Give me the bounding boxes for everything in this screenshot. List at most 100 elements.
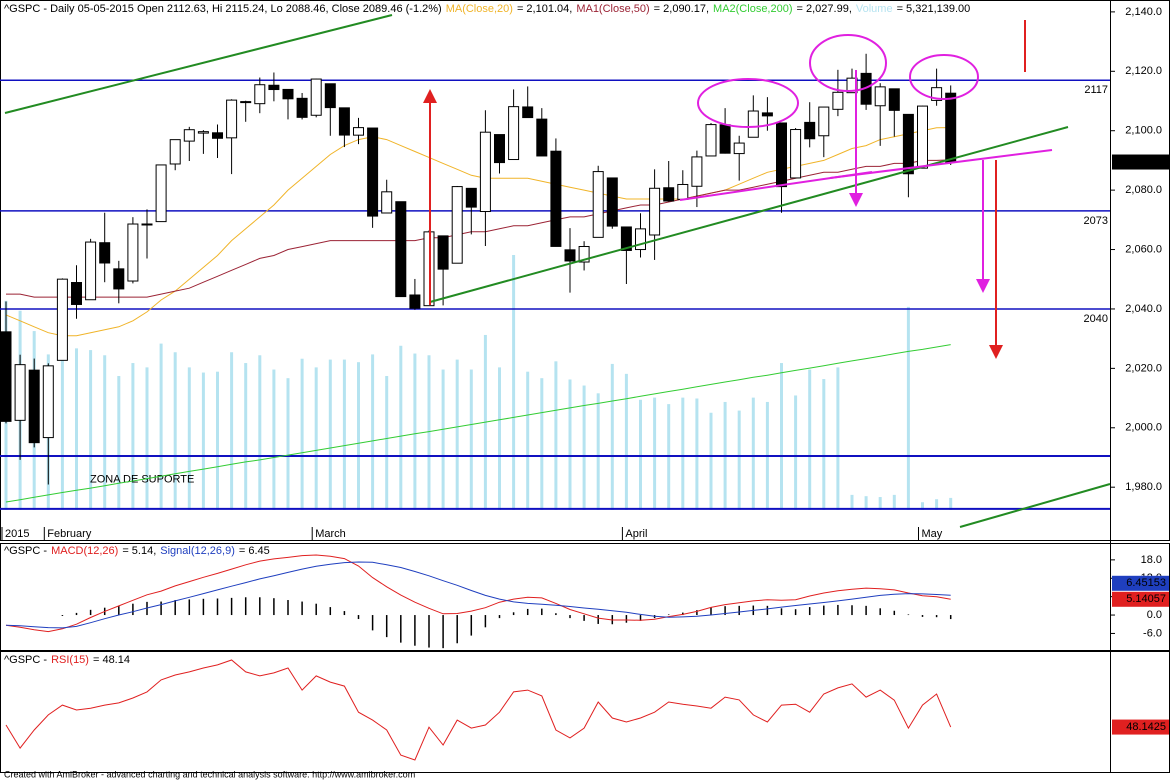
candle-body [381, 191, 393, 214]
candle-body [85, 241, 97, 301]
candle-body [578, 246, 590, 263]
legend: ^GSPC - RSI(15) = 48.14 [4, 654, 130, 666]
candle-body [564, 249, 576, 262]
pattern-circle [809, 34, 887, 92]
volume-bar [808, 369, 812, 510]
candle-body [592, 171, 604, 238]
volume-bar [624, 373, 628, 510]
candle-body [338, 107, 350, 136]
candle-body [169, 139, 181, 165]
y-tick-label: -6.0 [1143, 627, 1162, 639]
candle-body [917, 105, 928, 169]
volume-bar [357, 362, 360, 510]
footer: Created with AmiBroker - advanced charti… [4, 769, 415, 779]
level-label: 2073 [1084, 215, 1108, 227]
legend-name: RSI(15) [51, 654, 89, 666]
legend-value: = 48.14 [93, 654, 130, 666]
indicator-line [5, 561, 951, 629]
candle-body [620, 226, 632, 251]
candle-body [395, 201, 407, 298]
volume-bar [145, 367, 149, 510]
candle-body [536, 118, 548, 157]
value-box-box [1112, 719, 1169, 735]
candle-body [141, 223, 153, 226]
y-tick-label: 2,140.0 [1125, 6, 1162, 18]
candle-body [888, 88, 900, 111]
y-tick-label: 18.0 [1141, 554, 1162, 566]
y-tick-label: 2,000.0 [1125, 422, 1162, 434]
candle-body [71, 282, 82, 305]
y-tick-label: 2,060.0 [1125, 243, 1162, 255]
volume-bar [469, 369, 473, 510]
legend: ^GSPC - Daily 05-05-2015 Open 2112.63, H… [4, 3, 970, 15]
volume-bar [878, 497, 882, 510]
volume-bar [89, 350, 93, 510]
candle-body [818, 106, 830, 137]
candle-body [99, 242, 111, 264]
rsi-panel [0, 651, 1170, 773]
volume-bar [413, 353, 417, 510]
candle-body [226, 99, 238, 139]
volume-bar [300, 358, 304, 510]
legend-name: Volume [856, 3, 893, 15]
volume-bar [794, 395, 798, 510]
candle-body [761, 112, 773, 117]
candle-body [155, 164, 167, 223]
chart-title: ^GSPC - Daily 05-05-2015 Open 2112.63, H… [4, 3, 442, 15]
volume-bar [906, 306, 910, 510]
volume-bar [526, 371, 530, 510]
volume-bar [498, 367, 501, 510]
trend-line [959, 483, 1111, 528]
candle-body [832, 91, 844, 110]
legend-name: MA(Close,20) [446, 3, 513, 15]
legend-value: = 5.14, [122, 545, 156, 557]
value-box: 5.14057 [1126, 593, 1166, 605]
candle-body [451, 186, 463, 264]
volume-bar [441, 369, 445, 510]
volume-bar [836, 367, 840, 510]
candle-body [804, 121, 816, 140]
volume-bar [850, 494, 854, 510]
candle-body [212, 132, 223, 139]
candle-body [522, 106, 534, 119]
candle-body [42, 365, 54, 439]
volume-bar [272, 369, 276, 510]
candle-body [282, 88, 294, 100]
candle-body [296, 97, 308, 118]
candle-body [902, 113, 914, 175]
volume-bar [201, 372, 205, 510]
candle-body [56, 278, 68, 361]
candle-body [705, 124, 717, 157]
candle-body [197, 131, 209, 134]
trend-line [829, 149, 1053, 179]
trend-line [429, 126, 1069, 303]
candle-body [508, 106, 520, 161]
volume-bar [864, 496, 868, 510]
volume-bar [117, 376, 121, 510]
candle-body [874, 86, 886, 107]
volume-bar [695, 398, 699, 510]
candle-body [677, 183, 689, 200]
legend-value: = 2,027.99, [797, 3, 852, 15]
indicator-line [5, 554, 951, 633]
legend-name: MA1(Close,50) [576, 3, 649, 15]
volume-bar [582, 385, 586, 510]
volume-bar [371, 354, 375, 510]
candle-body [719, 124, 731, 154]
legend-name: MA2(Close,200) [713, 3, 792, 15]
candle-body [691, 156, 703, 187]
candle-body [14, 364, 26, 421]
volume-bar [455, 359, 459, 510]
legend-name: Signal(12,26,9) [160, 545, 235, 557]
volume-bar [286, 378, 290, 510]
volume-bar [540, 378, 544, 510]
candle-body [127, 223, 139, 282]
value-box: 48.1425 [1126, 721, 1166, 733]
candle-body [479, 131, 491, 213]
candle-body [606, 177, 618, 227]
last-price: 2,089.46 [1123, 156, 1166, 168]
volume-bar [75, 348, 78, 510]
legend-name: MACD(12,26) [51, 545, 118, 557]
volume-bar [399, 345, 403, 510]
volume-bar [892, 494, 896, 510]
